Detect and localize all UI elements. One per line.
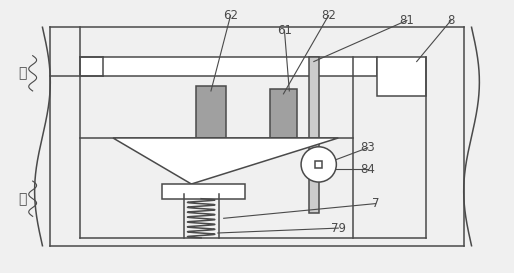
Circle shape bbox=[301, 147, 336, 182]
Bar bbox=[196, 86, 226, 138]
Text: 84: 84 bbox=[360, 163, 375, 176]
Text: 83: 83 bbox=[360, 141, 375, 154]
Text: 82: 82 bbox=[321, 9, 336, 22]
Text: 79: 79 bbox=[331, 222, 346, 235]
Polygon shape bbox=[113, 138, 338, 184]
Text: 81: 81 bbox=[399, 14, 414, 27]
Text: 前: 前 bbox=[19, 192, 27, 206]
Text: 后: 后 bbox=[19, 66, 27, 80]
Text: 8: 8 bbox=[447, 14, 455, 27]
Bar bbox=[315, 161, 322, 168]
Bar bbox=[377, 57, 427, 96]
Text: 61: 61 bbox=[277, 24, 292, 37]
Bar bbox=[162, 184, 245, 199]
Text: 62: 62 bbox=[223, 9, 238, 22]
Bar bbox=[309, 57, 319, 213]
Text: 7: 7 bbox=[372, 197, 379, 210]
Bar bbox=[80, 57, 377, 76]
Bar bbox=[270, 89, 297, 138]
